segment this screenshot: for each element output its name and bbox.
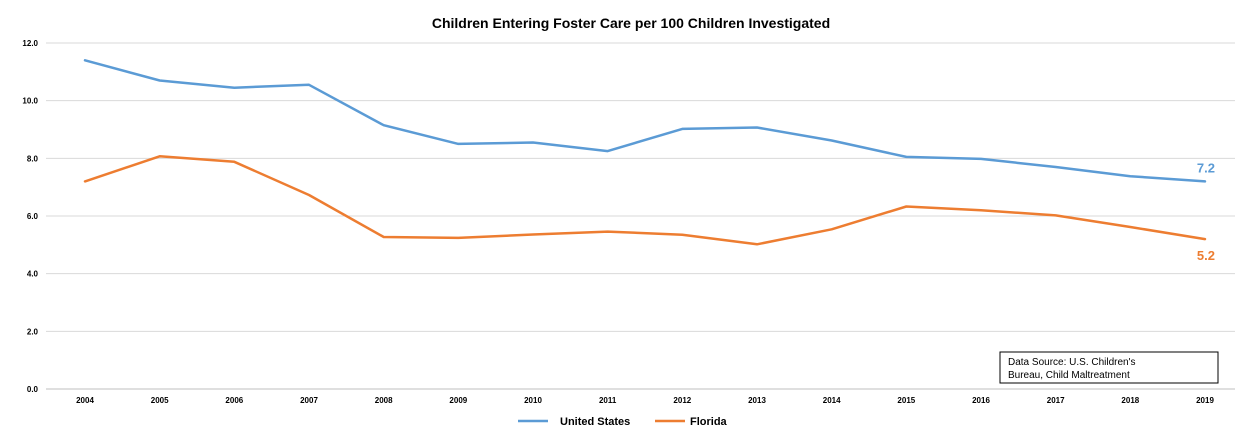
y-tick-label-3: 6.0 <box>27 212 39 221</box>
y-tick-label-6: 12.0 <box>22 39 38 48</box>
x-tick-label-2011: 2011 <box>599 396 617 405</box>
annotation-box <box>999 351 1219 384</box>
y-tick-label-1: 2.0 <box>27 327 39 336</box>
y-tick-label-5: 10.0 <box>22 97 38 106</box>
x-axis-ticks: 2004 2005 2006 2007 2008 2009 2010 2011 2012 2013… <box>76 396 1214 405</box>
x-tick-label-2004: 2004 <box>76 396 94 405</box>
gridlines <box>46 42 1235 390</box>
x-tick-label-2008: 2008 <box>375 396 393 405</box>
end-value-label-florida: 5.2 <box>1197 248 1215 263</box>
annotation-line-2: Bureau, Child Maltreatment <box>1008 370 1130 381</box>
series-lines <box>83 59 1207 246</box>
x-tick-label-2019: 2019 <box>1196 396 1214 405</box>
x-tick-label-2012: 2012 <box>673 396 691 405</box>
x-tick-label-2017: 2017 <box>1047 396 1065 405</box>
x-tick-label-2014: 2014 <box>823 396 841 405</box>
x-tick-label-2010: 2010 <box>524 396 542 405</box>
x-tick-label-2005: 2005 <box>151 396 169 405</box>
chart-title: Children Entering Foster Care per 100 Ch… <box>432 15 830 31</box>
annotation-line-1: Data Source: U.S. Children's <box>1008 357 1136 368</box>
y-tick-label-0: 0.0 <box>27 385 39 394</box>
x-tick-label-2016: 2016 <box>972 396 990 405</box>
legend-label-united-states: United States <box>560 416 630 428</box>
y-tick-label-2: 4.0 <box>27 270 39 279</box>
series-line-florida <box>83 155 1207 246</box>
x-tick-label-2015: 2015 <box>897 396 915 405</box>
x-tick-label-2018: 2018 <box>1121 396 1139 405</box>
y-axis-ticks: 0.0 2.0 4.0 6.0 8.0 10.0 12.0 <box>22 39 38 394</box>
x-tick-label-2006: 2006 <box>225 396 243 405</box>
x-tick-label-2009: 2009 <box>449 396 467 405</box>
end-labels: 7.2 5.2 <box>1197 160 1215 263</box>
legend: United States Florida <box>518 416 728 428</box>
x-tick-label-2007: 2007 <box>300 396 318 405</box>
x-tick-label-2013: 2013 <box>748 396 766 405</box>
y-tick-label-4: 8.0 <box>27 154 39 163</box>
data-source-annotation: Data Source: U.S. Children's Bureau, Chi… <box>999 351 1219 384</box>
end-value-label-united-states: 7.2 <box>1197 160 1215 175</box>
series-line-united-states <box>83 59 1207 183</box>
legend-label-florida: Florida <box>690 416 728 428</box>
